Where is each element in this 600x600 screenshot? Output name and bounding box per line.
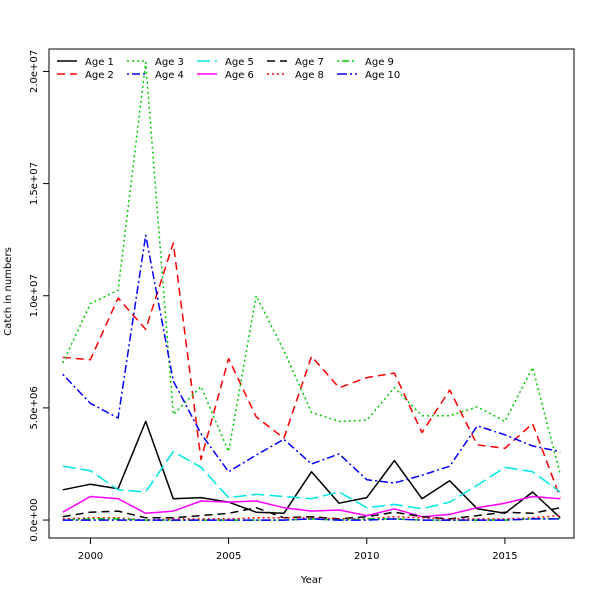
y-tick-label: 2.0e+07 — [29, 50, 40, 93]
series-line-age-2 — [62, 242, 561, 498]
legend-label-age-2: Age 2 — [85, 70, 114, 81]
series-lines — [62, 61, 561, 521]
x-tick-label: 2000 — [78, 551, 103, 562]
y-axis: 0.0e+00 5.0e+06 1.0e+07 1.5e+07 2.0e+07 — [29, 50, 49, 542]
plot-frame — [48, 48, 575, 539]
series-line-age-1 — [62, 420, 561, 519]
legend-label-age-9: Age 9 — [365, 57, 394, 68]
legend-label-age-3: Age 3 — [155, 57, 184, 68]
legend-label-age-10: Age 10 — [365, 70, 400, 81]
x-axis-title: Year — [300, 575, 323, 586]
series-line-age-4 — [62, 234, 561, 484]
y-tick-label: 0.0e+00 — [29, 498, 40, 541]
x-tick-label: 2010 — [354, 551, 379, 562]
y-tick-label: 1.0e+07 — [29, 274, 40, 317]
legend-label-age-1: Age 1 — [85, 57, 114, 68]
y-tick-label: 5.0e+06 — [29, 386, 40, 429]
series-line-age-3 — [62, 61, 561, 475]
y-axis-title: Catch in numbers — [3, 247, 14, 336]
legend-label-age-7: Age 7 — [295, 57, 324, 68]
x-axis: 2000 2005 2010 2015 — [78, 538, 518, 562]
series-line-age-10 — [62, 518, 561, 521]
legend-label-age-6: Age 6 — [225, 70, 254, 81]
series-line-age-7 — [62, 506, 561, 520]
x-tick-label: 2015 — [492, 551, 517, 562]
x-tick-label: 2005 — [216, 551, 241, 562]
series-line-age-5 — [62, 450, 561, 510]
y-tick-label: 1.5e+07 — [29, 162, 40, 205]
legend-label-age-5: Age 5 — [225, 57, 254, 68]
series-line-age-6 — [62, 495, 561, 518]
legend: Age 1 Age 2 Age 3 Age 4 Age 5 Age 6 Age 7 Age 8… — [57, 57, 400, 81]
legend-label-age-8: Age 8 — [295, 70, 324, 81]
legend-label-age-4: Age 4 — [155, 70, 184, 81]
